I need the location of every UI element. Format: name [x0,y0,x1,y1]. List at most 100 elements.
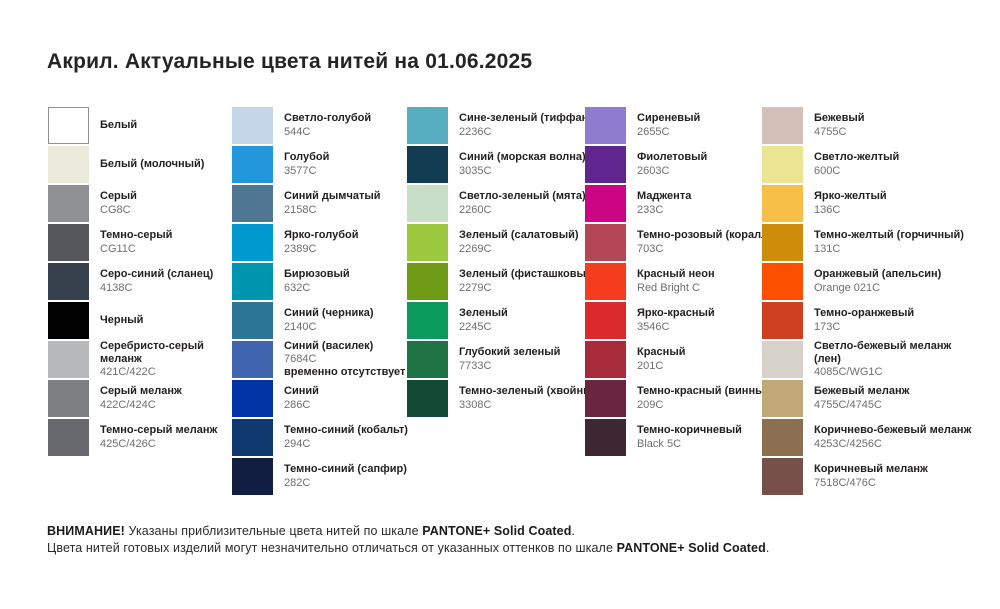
color-row: Светло-желтый 600C [762,146,974,183]
color-name: Коричнево-бежевый меланж [814,424,972,437]
color-info: Темно-синий (кобальт) 294C [284,424,444,450]
color-row: Красный неон Red Bright C [585,263,797,300]
color-name: Голубой [284,151,330,164]
color-row: Бежевый меланж 4755C/4745C [762,380,974,417]
color-swatch [232,224,273,261]
color-name: Синий [284,385,319,398]
color-name: Темно-коричневый [637,424,742,437]
color-info: Серый меланж 422C/424C [100,385,260,411]
color-swatch [48,146,89,183]
color-row: Красный 201C [585,341,797,378]
color-swatch [232,146,273,183]
color-swatch [407,302,448,339]
color-row: Белый (молочный) [48,146,260,183]
color-name: Темно-желтый (горчичный) [814,229,964,242]
color-code: 4755C [814,125,847,138]
color-code: 2279C [459,281,492,294]
color-info: Белый (молочный) [100,158,260,171]
color-row: Бежевый 4755C [762,107,974,144]
color-row: Голубой 3577C [232,146,444,183]
color-name: Белый [100,118,138,131]
color-name: Красный [637,346,686,359]
color-row: Коричнево-бежевый меланж 4253C/4256C [762,419,974,456]
color-name: Темно-синий (кобальт) [284,424,408,437]
color-name: Серый меланж [100,385,182,398]
color-name: Светло-голубой [284,112,372,125]
color-info: Коричневый меланж 7518C/476C [814,463,974,489]
color-code: 136C [814,203,841,216]
color-code: 282C [284,476,311,489]
color-row: Сиреневый 2655C [585,107,797,144]
color-name: Синий дымчатый [284,190,381,203]
color-code: 173C [814,320,841,333]
color-name: Темно-серый меланж [100,424,218,437]
color-swatch [762,419,803,456]
color-code: 632C [284,281,311,294]
color-info: Белый [100,119,260,132]
color-info: Темно-синий (сапфир) 282C [284,463,444,489]
color-name: Зеленый (салатовый) [459,229,579,242]
color-info: Ярко-голубой 2389C [284,229,444,255]
color-name: Глубокий зеленый [459,346,561,359]
color-code: 286C [284,398,311,411]
color-code: 4138C [100,281,133,294]
color-code: 7518C/476C [814,476,876,489]
color-name: Маджента [637,190,692,203]
color-name: Синий (морская волна) [459,151,586,164]
color-row: Темно-оранжевый 173C [762,302,974,339]
color-row: Ярко-желтый 136C [762,185,974,222]
color-info: Голубой 3577C [284,151,444,177]
color-code: 209C [637,398,664,411]
color-row: Серо-синий (сланец) 4138C [48,263,260,300]
color-row: Темно-синий (кобальт) 294C [232,419,444,456]
color-row: Ярко-красный 3546C [585,302,797,339]
page-title: Акрил. Актуальные цвета нитей на 01.06.2… [47,50,533,73]
color-code: 2158C [284,203,317,216]
color-swatch [48,224,89,261]
color-row: Зеленый 2245C [407,302,619,339]
color-swatch [585,263,626,300]
availability-note: временно отсутствует [284,366,406,379]
color-code: 294C [284,437,311,450]
color-info: Черный [100,314,260,327]
color-code: 7733C [459,359,492,372]
color-code: 7684C [284,352,317,365]
color-code: Black 5C [637,437,682,450]
color-info: Бежевый меланж 4755C/4745C [814,385,974,411]
color-name: Зеленый [459,307,508,320]
color-info: Синий дымчатый 2158C [284,190,444,216]
color-row: Маджента 233C [585,185,797,222]
color-column-greens: Сине-зеленый (тиффани) 2236C Синий (морска… [407,107,619,417]
color-swatch [232,341,273,378]
color-code: 2260C [459,203,492,216]
color-code: 4755C/4745C [814,398,882,411]
color-code: CG11C [100,242,136,255]
color-row: Светло-зеленый (мята) 2260C [407,185,619,222]
color-info: Оранжевый (апельсин) Orange 021C [814,268,974,294]
color-row: Фиолетовый 2603C [585,146,797,183]
color-info: Сиреневый 2655C [637,112,797,138]
color-info: Светло-зеленый (мята) 2260C [459,190,619,216]
color-swatch [407,146,448,183]
color-row: Зеленый (фисташковый) 2279C [407,263,619,300]
color-swatch [232,419,273,456]
color-code: 131C [814,242,841,255]
color-info: Красный неон Red Bright C [637,268,797,294]
color-code: 600C [814,164,841,177]
color-name: Бежевый [814,112,865,125]
color-code: 4253C/4256C [814,437,882,450]
color-swatch [48,380,89,417]
color-name: Светло-бежевый меланж (лен) [814,339,952,365]
color-code: 2655C [637,125,670,138]
color-name: Черный [100,313,144,326]
color-swatch [407,185,448,222]
color-code: 2389C [284,242,317,255]
color-row: Глубокий зеленый 7733C [407,341,619,378]
color-code: 3577C [284,164,317,177]
color-name: Темно-синий (сапфир) [284,463,407,476]
disclaimer-line-2: Цвета нитей готовых изделий могут незнач… [47,541,770,555]
color-column-whites-grays: Белый Белый (молочный) Серый CG8C Темно-серы… [48,107,260,456]
color-info: Фиолетовый 2603C [637,151,797,177]
color-swatch [232,185,273,222]
